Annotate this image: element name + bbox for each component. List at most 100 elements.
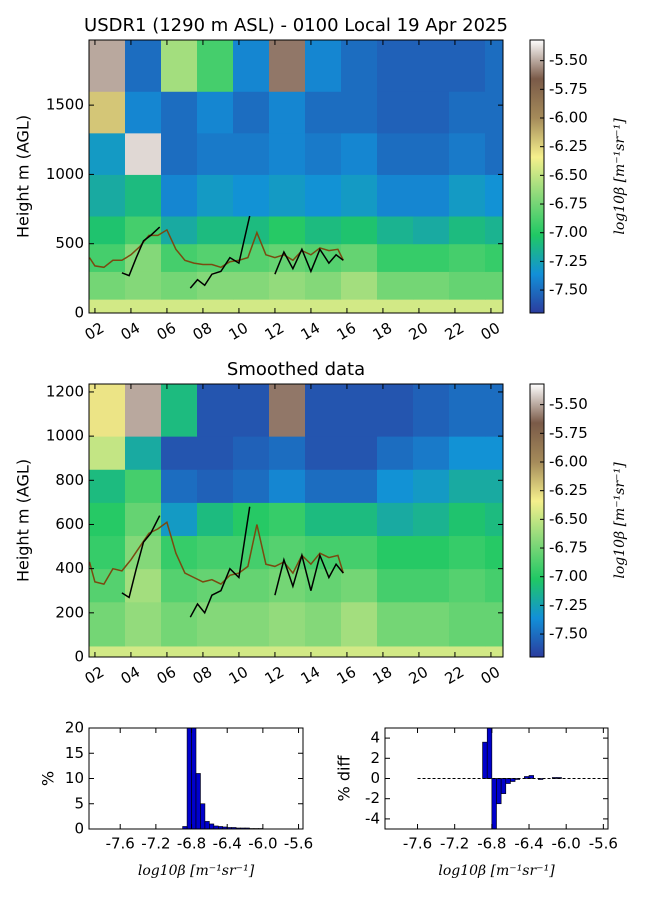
heat-cell [485,271,503,300]
heat-cell [485,502,503,537]
heat-cell [413,384,450,437]
heat-cell [125,243,162,272]
heat-cell [413,645,450,657]
y-tick-label: 400 [55,559,84,577]
x-tick-label: 22 [442,319,468,344]
heat-cell [341,215,378,245]
heat-cell [197,535,234,570]
colorbar-tick-label: -7.50 [549,625,588,643]
y-tick-label: 1000 [46,165,84,183]
y-tick-label: 1200 [46,382,84,400]
heat-cell [269,469,306,503]
heat-cell [305,601,342,647]
colorbar-tick-label: -5.50 [549,51,588,69]
heat-cell [125,40,162,92]
heat-cell [377,40,414,92]
heat-cell [161,502,198,537]
y-tick-label: -2 [365,789,380,807]
heat-cell [341,645,378,657]
heat-cell [449,299,486,313]
heat-cell [377,436,414,470]
x-tick-label: 14 [298,663,324,688]
y-tick-label: 800 [55,471,84,489]
heat-cell [89,645,126,657]
x-tick-label: 12 [262,663,288,688]
x-tick-label: 20 [406,663,432,688]
heat-cell [377,469,414,503]
heat-cell [89,535,126,570]
hist-bar [505,778,511,784]
hist-bar [486,728,493,779]
heat-cell [305,568,342,603]
y-tick-label: 20 [65,719,84,737]
hist-bar [204,821,210,829]
heat-cell [161,601,198,647]
heat-cell [413,568,450,603]
y-axis-label: % diff [335,755,354,802]
heat-cell [413,132,450,175]
heat-cell [233,91,270,134]
plot-frame [88,383,504,658]
y-tick-label: 600 [55,515,84,533]
x-tick-label: -7.6 [106,835,135,853]
heat-cell [233,132,270,175]
heat-cell [197,40,234,92]
heat-cell [89,215,126,245]
heat-cell [233,174,270,217]
heat-cell [413,243,450,272]
x-tick-label: -6.4 [213,835,242,853]
x-tick-label: 10 [226,319,252,344]
heat-cell [125,91,162,134]
heat-cell [89,436,126,470]
heat-cell [449,535,486,570]
heat-cell [233,645,270,657]
x-tick-label: -7.2 [141,835,170,853]
colorbar-tick-label: -6.75 [549,539,588,557]
colorbar-tick-label: -7.25 [549,596,588,614]
heat-cell [449,436,486,470]
colorbar-tick-label: -5.50 [549,395,588,413]
heat-cell [413,299,450,313]
hist-bar [491,778,497,829]
heat-cell [269,502,306,537]
heat-cell [197,645,234,657]
y-axis-label: Height m (AGL) [14,459,33,582]
heat-cell [89,384,126,437]
plot-area [182,728,264,829]
heat-cell [89,40,126,92]
heat-cell [485,601,503,647]
hist-bar [186,728,192,829]
colorbar-tick-label: -5.75 [549,80,588,98]
y-tick-label: 0 [370,769,380,787]
hist-bar [482,741,488,779]
x-tick-label: 12 [262,319,288,344]
heat-cell [449,174,486,217]
heat-cell [449,40,486,92]
heat-cell [413,174,450,217]
plot-frame [88,39,504,314]
heat-cell [161,299,198,313]
heat-cell [449,601,486,647]
y-axis-label: Height m (AGL) [14,115,33,238]
y-tick-label: 0 [74,304,84,322]
colorbar-label: log10β [m⁻¹sr⁻¹] [612,118,628,235]
heat-cell [161,568,198,603]
x-tick-label: -5.6 [589,835,618,853]
x-tick-label: 14 [298,319,324,344]
heat-cell [377,568,414,603]
heat-cell [413,91,450,134]
y-axis-label: % [39,771,58,786]
heat-cell [89,271,126,300]
heat-cell [89,502,126,537]
heat-cell [269,271,306,300]
y-tick-label: 200 [55,603,84,621]
heat-cell [197,215,234,245]
plot-area [417,728,604,829]
heat-cell [485,568,503,603]
plot-area [89,40,503,313]
heat-cell [125,436,162,470]
heat-cell [125,384,162,437]
colorbar-tick-label: -6.50 [549,166,588,184]
x-axis-label: log10β [m⁻¹sr⁻¹] [438,863,555,879]
heat-cell [485,243,503,272]
